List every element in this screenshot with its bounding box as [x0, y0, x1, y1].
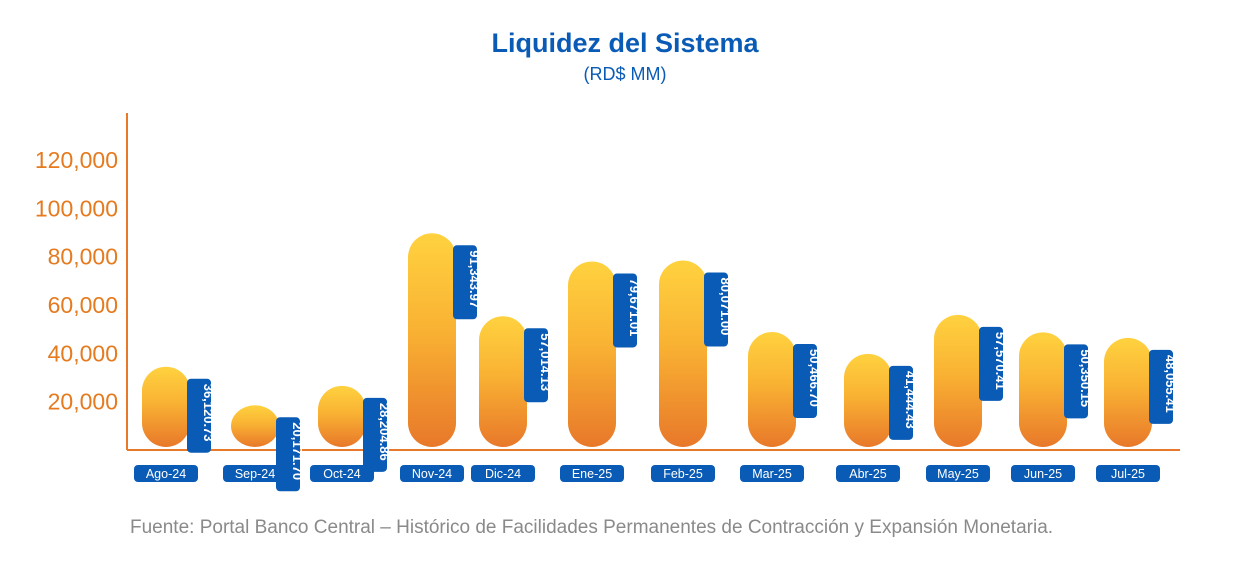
bar-may-25: [934, 314, 982, 447]
category-label: Mar-25: [752, 467, 792, 481]
value-label: 50,466.70: [807, 349, 822, 407]
category-pill: [400, 465, 464, 482]
value-label: 48,055.41: [1163, 355, 1178, 413]
value-label-box: [793, 344, 817, 419]
y-tick-label: 120,000: [35, 147, 118, 173]
category-pill: [1011, 465, 1075, 482]
value-label-box: [363, 397, 387, 472]
category-label: Nov-24: [412, 467, 452, 481]
chart-bars: 36,120.73 20,171.70 28,204.86 91,343.97 57,0…: [142, 233, 1178, 492]
category-label: Ago-24: [146, 467, 186, 481]
category-pill: [651, 465, 715, 482]
value-label-box: [613, 273, 637, 348]
source-note: Fuente: Portal Banco Central – Histórico…: [130, 517, 1054, 538]
y-tick-label: 40,000: [48, 340, 118, 366]
value-label-box: [453, 245, 477, 320]
category-pill: [836, 465, 900, 482]
y-tick-label: 20,000: [48, 389, 118, 415]
value-label-box: [524, 328, 548, 403]
value-label: 20,171.70: [290, 422, 305, 480]
value-label: 80,071.00: [718, 277, 733, 335]
value-label-box: [704, 272, 728, 347]
value-label-box: [1149, 349, 1173, 424]
value-label-box: [187, 378, 211, 453]
category-pill: [134, 465, 198, 482]
chart-axes: [126, 113, 1180, 451]
value-label: 50,350.15: [1078, 349, 1093, 407]
value-label: 28,204.86: [377, 403, 392, 461]
category-pill: [560, 465, 624, 482]
value-label: 91,343.97: [467, 250, 482, 308]
bar-sep-24: [231, 405, 279, 447]
bar-chart: 20,000 40,000 60,000 80,000 100,000 120,000 3…: [35, 113, 1180, 492]
bar-mar-25: [748, 332, 796, 447]
category-pill: [740, 465, 804, 482]
value-label-box: [1064, 344, 1088, 419]
category-label: Oct-24: [323, 467, 361, 481]
x-axis-categories: Ago-24 Sep-24 Oct-24 Nov-24 Dic-24 Ene-25 Feb-…: [134, 465, 1160, 482]
value-label: 41,444.43: [903, 371, 918, 429]
bar-ene-25: [568, 261, 616, 447]
bar-jul-25: [1104, 337, 1152, 447]
category-pill: [1096, 465, 1160, 482]
bar-nov-24: [408, 233, 456, 447]
bar-feb-25: [659, 260, 707, 447]
bar-oct-24: [318, 385, 366, 447]
category-label: Jul-25: [1111, 467, 1145, 481]
bar-dic-24: [479, 316, 527, 447]
value-label-box: [889, 365, 913, 440]
value-label: 36,120.73: [201, 384, 216, 442]
category-pill: [223, 465, 287, 482]
bar-ago-24: [142, 366, 190, 447]
category-label: Ene-25: [572, 467, 612, 481]
value-label: 57,014.13: [538, 333, 553, 391]
bar-abr-25: [844, 353, 892, 447]
category-label: Dic-24: [485, 467, 521, 481]
y-tick-label: 60,000: [48, 292, 118, 318]
category-pill: [310, 465, 374, 482]
category-label: Feb-25: [663, 467, 703, 481]
value-label-box: [979, 326, 1003, 401]
value-label: 57,570.41: [993, 332, 1008, 390]
category-label: May-25: [937, 467, 979, 481]
bar-jun-25: [1019, 332, 1067, 447]
chart-title: Liquidez del Sistema: [491, 28, 759, 58]
y-axis-ticks: 20,000 40,000 60,000 80,000 100,000 120,000: [35, 147, 118, 415]
value-label: 79,671.01: [627, 278, 642, 336]
category-label: Jun-25: [1024, 467, 1062, 481]
category-label: Abr-25: [849, 467, 887, 481]
category-pill: [471, 465, 535, 482]
category-pill: [926, 465, 990, 482]
chart-subtitle: (RD$ MM): [583, 64, 667, 84]
y-tick-label: 80,000: [48, 244, 118, 270]
y-tick-label: 100,000: [35, 195, 118, 221]
category-label: Sep-24: [235, 467, 275, 481]
